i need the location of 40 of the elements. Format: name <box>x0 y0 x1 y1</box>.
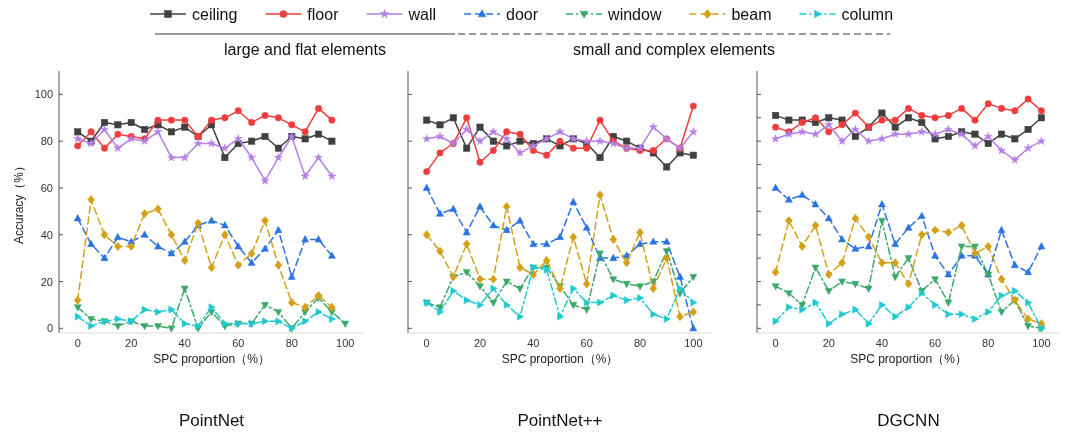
legend-label: floor <box>307 6 340 23</box>
x-tick-label: 20 <box>822 337 835 349</box>
x-tick-label: 100 <box>1032 337 1051 349</box>
text: large and flat elements <box>224 41 386 58</box>
text: PointNet <box>178 411 245 430</box>
y-tick-label: 20 <box>40 275 53 288</box>
y-axis-title: Accuracy（%） <box>12 159 26 245</box>
text: small and complex elements <box>573 41 775 58</box>
x-tick-label: 20 <box>473 337 487 349</box>
x-tick-label: 80 <box>982 337 995 349</box>
x-tick-label: 60 <box>232 337 245 349</box>
x-tick-label: 60 <box>928 337 942 349</box>
text: DGCNN <box>877 411 940 430</box>
x-tick-label: 100 <box>336 337 355 349</box>
y-tick-label: 40 <box>40 228 53 241</box>
y-tick-label: 0 <box>46 322 53 335</box>
x-tick-label: 0 <box>772 337 779 349</box>
legend-label: window <box>607 6 662 23</box>
x-tick-label: 40 <box>527 337 540 349</box>
legend-label: door <box>506 6 539 23</box>
legend-label: ceiling <box>192 6 238 23</box>
legend-label: beam <box>731 6 772 23</box>
text: PointNet++ <box>517 411 603 430</box>
x-tick-label: 40 <box>875 337 889 349</box>
x-tick-label: 40 <box>178 337 191 349</box>
x-axis-title: SPC proportion（%） <box>501 352 619 366</box>
x-tick-label: 0 <box>74 337 81 349</box>
x-tick-label: 80 <box>285 337 298 349</box>
x-tick-label: 100 <box>684 337 703 349</box>
x-axis-title: SPC proportion（%） <box>850 352 967 366</box>
y-tick-label: 80 <box>40 135 53 148</box>
x-tick-label: 0 <box>423 337 430 349</box>
y-tick-label: 60 <box>40 181 53 194</box>
x-axis-title: SPC proportion（%） <box>153 352 270 366</box>
x-tick-label: 80 <box>633 337 647 349</box>
legend-label: wall <box>407 6 437 23</box>
legend-label: column <box>841 6 894 23</box>
y-tick-label: 100 <box>34 88 53 101</box>
x-tick-label: 20 <box>125 337 138 349</box>
x-tick-label: 60 <box>580 337 593 349</box>
